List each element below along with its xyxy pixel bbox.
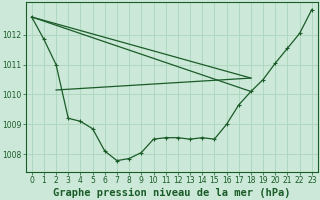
- X-axis label: Graphe pression niveau de la mer (hPa): Graphe pression niveau de la mer (hPa): [53, 188, 291, 198]
